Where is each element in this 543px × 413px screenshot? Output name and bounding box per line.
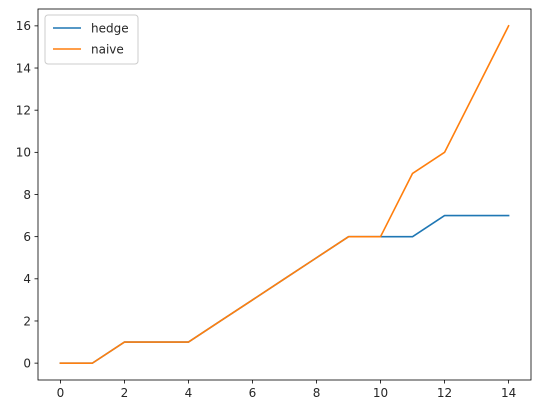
- y-tick-label: 6: [23, 230, 31, 244]
- y-tick-label: 12: [16, 103, 31, 117]
- x-tick-label: 14: [501, 386, 516, 400]
- y-tick-label: 14: [16, 61, 31, 75]
- axes-frame: [37, 8, 532, 381]
- x-tick-label: 6: [249, 386, 257, 400]
- legend: hedge naive: [44, 14, 139, 65]
- series-layer: [59, 24, 510, 364]
- y-tick-label: 2: [23, 314, 31, 328]
- x-axis: 0 2 4 6 8 10 12 14: [57, 380, 516, 400]
- y-tick-label: 10: [16, 146, 31, 160]
- plot-area: [37, 8, 532, 381]
- x-tick-label: 8: [313, 386, 321, 400]
- x-tick-label: 4: [185, 386, 193, 400]
- x-tick-label: 10: [373, 386, 388, 400]
- series-line-hedge: [59, 214, 510, 364]
- y-tick-label: 4: [23, 272, 31, 286]
- y-tick-label: 0: [23, 356, 31, 370]
- series-line-naive: [59, 24, 510, 364]
- y-axis: 0 2 4 6 8 10 12 14 16: [16, 19, 38, 370]
- x-tick-label: 2: [121, 386, 129, 400]
- x-tick-label: 12: [437, 386, 452, 400]
- y-tick-label: 8: [23, 188, 31, 202]
- legend-label-hedge: hedge: [91, 21, 129, 35]
- y-tick-label: 16: [16, 19, 31, 33]
- x-tick-label: 0: [57, 386, 65, 400]
- legend-label-naive: naive: [91, 42, 124, 56]
